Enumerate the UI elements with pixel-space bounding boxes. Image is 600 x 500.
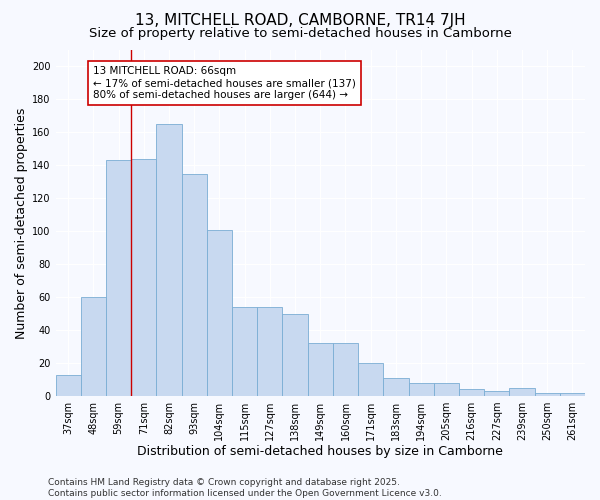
Bar xyxy=(182,174,207,396)
Bar xyxy=(157,124,182,396)
Bar xyxy=(81,297,106,396)
Bar xyxy=(257,307,283,396)
Text: Contains HM Land Registry data © Crown copyright and database right 2025.
Contai: Contains HM Land Registry data © Crown c… xyxy=(48,478,442,498)
Bar xyxy=(56,374,81,396)
Bar xyxy=(409,383,434,396)
Bar xyxy=(358,363,383,396)
Bar xyxy=(106,160,131,396)
Bar xyxy=(535,392,560,396)
Y-axis label: Number of semi-detached properties: Number of semi-detached properties xyxy=(15,108,28,338)
Bar xyxy=(283,314,308,396)
Text: Size of property relative to semi-detached houses in Camborne: Size of property relative to semi-detach… xyxy=(89,28,511,40)
Bar xyxy=(459,390,484,396)
Bar xyxy=(308,344,333,396)
Bar xyxy=(509,388,535,396)
X-axis label: Distribution of semi-detached houses by size in Camborne: Distribution of semi-detached houses by … xyxy=(137,444,503,458)
Bar xyxy=(560,392,585,396)
Bar xyxy=(207,230,232,396)
Bar xyxy=(484,391,509,396)
Bar xyxy=(131,158,157,396)
Bar xyxy=(383,378,409,396)
Bar xyxy=(232,307,257,396)
Bar xyxy=(333,344,358,396)
Text: 13 MITCHELL ROAD: 66sqm
← 17% of semi-detached houses are smaller (137)
80% of s: 13 MITCHELL ROAD: 66sqm ← 17% of semi-de… xyxy=(94,66,356,100)
Text: 13, MITCHELL ROAD, CAMBORNE, TR14 7JH: 13, MITCHELL ROAD, CAMBORNE, TR14 7JH xyxy=(134,12,466,28)
Bar xyxy=(434,383,459,396)
